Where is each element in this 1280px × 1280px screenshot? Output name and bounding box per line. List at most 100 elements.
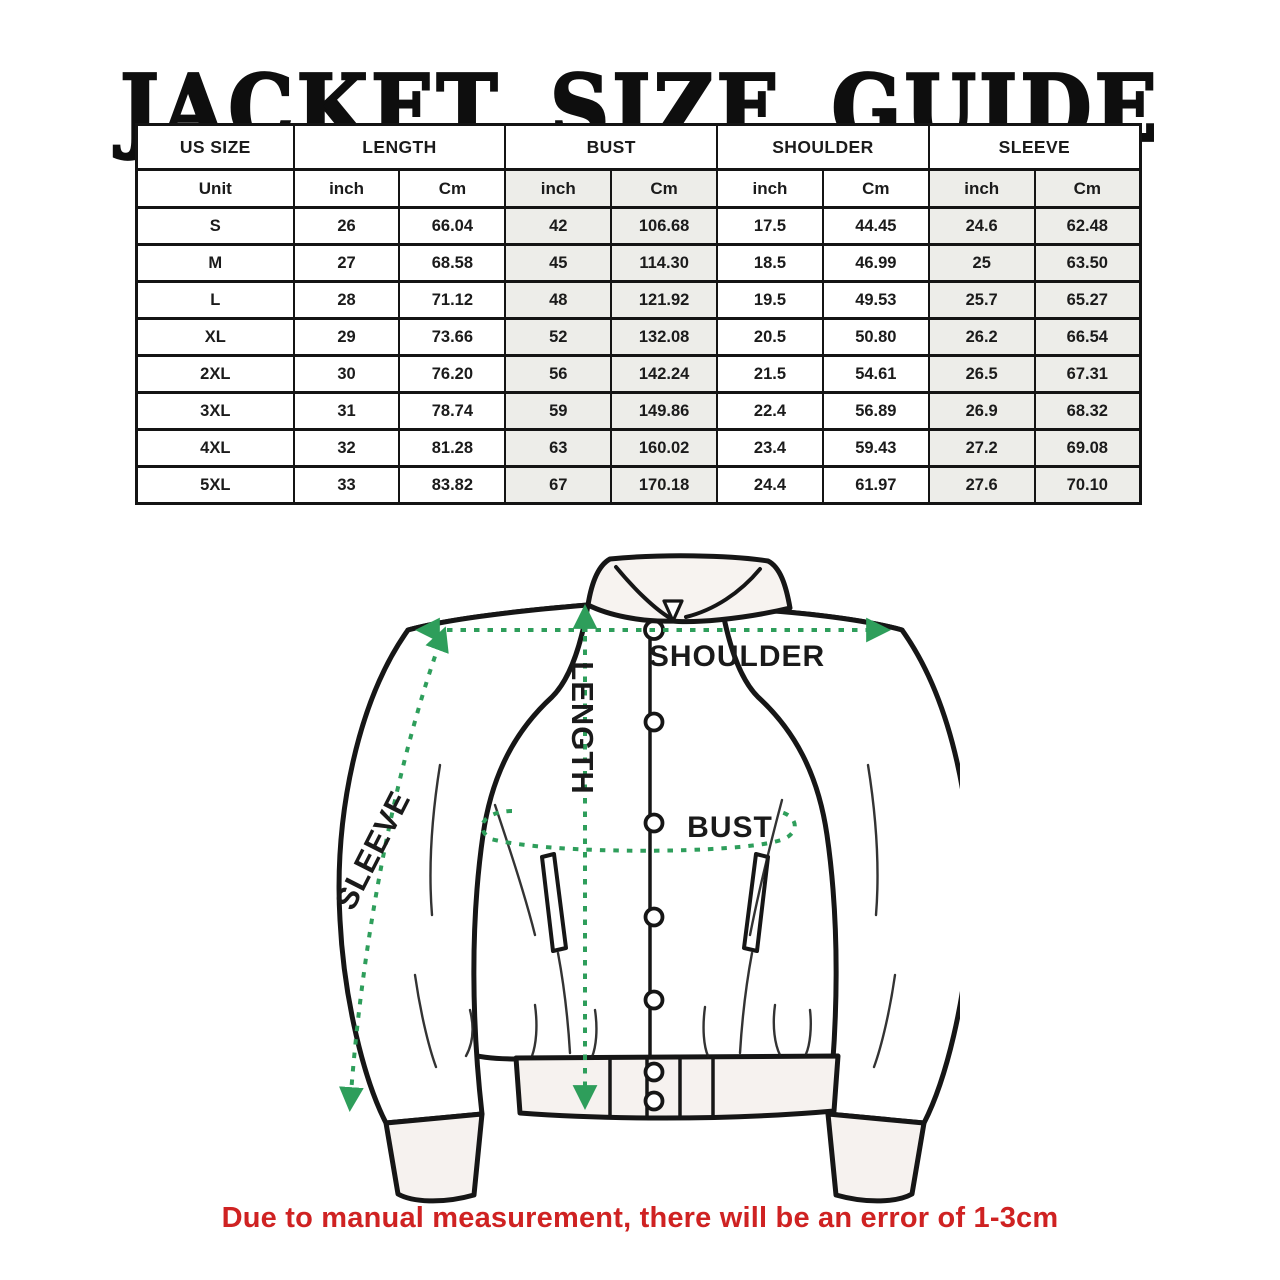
measurement-cell: 106.68 (610, 206, 719, 246)
measurement-cell: 66.54 (1033, 317, 1142, 357)
measurement-cell: 22.4 (716, 391, 824, 431)
unit-header: Cm (398, 168, 507, 209)
measurement-cell: 67 (504, 465, 613, 505)
left-cuff (383, 1111, 485, 1204)
measurement-cell: 71.12 (398, 280, 507, 320)
measurement-cell: 59.43 (821, 428, 930, 468)
measurement-cell: 121.92 (610, 280, 719, 320)
measurement-cell: 26.9 (927, 391, 1036, 431)
measurement-cell: 26.2 (927, 317, 1036, 357)
unit-header: Unit (135, 168, 295, 209)
measurement-cell: 68.32 (1033, 391, 1142, 431)
measurement-cell: 24.6 (927, 206, 1036, 246)
size-cell: M (135, 243, 295, 283)
left-pocket (540, 852, 568, 953)
measurement-cell: 26 (292, 206, 401, 246)
measurement-cell: 49.53 (821, 280, 930, 320)
unit-header: inch (927, 168, 1036, 209)
waistband (513, 1053, 841, 1121)
table-row: L 28 71.12 48 121.92 19.5 49.53 25.7 65.27 (135, 280, 1142, 320)
measurement-cell: 66.04 (398, 206, 507, 246)
measurement-cell: 52 (504, 317, 613, 357)
table-row: 2XL 30 76.20 56 142.24 21.5 54.61 26.5 67.31 (135, 354, 1142, 394)
unit-header: Cm (1033, 168, 1142, 209)
table-row: XL 29 73.66 52 132.08 20.5 50.80 26.2 66.54 (135, 317, 1142, 357)
size-chart-table: US SIZE LENGTH BUST SHOULDER SLEEVE Unit inch C… (135, 123, 1142, 505)
size-cell: 3XL (135, 391, 295, 431)
size-chart-body: S 26 66.04 42 106.68 17.5 44.45 24.6 62.48 M 27 68.… (135, 206, 1142, 505)
column-group-header: LENGTH (292, 123, 507, 171)
size-cell: 2XL (135, 354, 295, 394)
measurement-cell: 61.97 (821, 465, 930, 505)
measurement-cell: 132.08 (610, 317, 719, 357)
measurement-cell: 170.18 (610, 465, 719, 505)
column-group-header: SHOULDER (716, 123, 930, 171)
collar-notch (662, 599, 684, 623)
measurement-cell: 24.4 (716, 465, 824, 505)
unit-header: Cm (821, 168, 930, 209)
measurement-cell: 30 (292, 354, 401, 394)
measurement-cell: 27.2 (927, 428, 1036, 468)
measurement-cell: 29 (292, 317, 401, 357)
measurement-cell: 78.74 (398, 391, 507, 431)
size-cell: S (135, 206, 295, 246)
measurement-cell: 160.02 (610, 428, 719, 468)
collar-inner-lines (614, 565, 762, 620)
column-group-header: SLEEVE (927, 123, 1142, 171)
measurement-cell: 70.10 (1033, 465, 1142, 505)
collar (585, 553, 793, 625)
unit-row: Unit inch Cm inch Cm inch Cm inch Cm (135, 168, 1142, 209)
bust-label: BUST (687, 811, 773, 844)
jacket-diagram: SHOULDER LENGTH BUST SLEEVE (328, 553, 960, 1204)
table-row: 3XL 31 78.74 59 149.86 22.4 56.89 26.9 68.32 (135, 391, 1142, 431)
measurement-cell: 27.6 (927, 465, 1036, 505)
measurement-cell: 63.50 (1033, 243, 1142, 283)
size-chart: US SIZE LENGTH BUST SHOULDER SLEEVE Unit inch C… (135, 123, 1142, 505)
measurement-cell: 25.7 (927, 280, 1036, 320)
waistband-ribs (608, 1057, 715, 1118)
sleeve-arrow (339, 626, 449, 1112)
measurement-cell: 31 (292, 391, 401, 431)
measurement-cell: 83.82 (398, 465, 507, 505)
size-cell: 4XL (135, 428, 295, 468)
measurement-cell: 21.5 (716, 354, 824, 394)
right-cuff (825, 1111, 927, 1204)
measurement-cell: 23.4 (716, 428, 824, 468)
table-row: 4XL 32 81.28 63 160.02 23.4 59.43 27.2 69.08 (135, 428, 1142, 468)
measurement-cell: 18.5 (716, 243, 824, 283)
column-group-header: BUST (504, 123, 719, 171)
measurement-cell: 42 (504, 206, 613, 246)
measurement-cell: 73.66 (398, 317, 507, 357)
measurement-cell: 46.99 (821, 243, 930, 283)
column-group-row: US SIZE LENGTH BUST SHOULDER SLEEVE (135, 123, 1142, 171)
jacket-right-sleeve (719, 605, 960, 1126)
measurement-cell: 114.30 (610, 243, 719, 283)
column-group-header: US SIZE (135, 123, 295, 171)
unit-header: inch (504, 168, 613, 209)
table-row: 5XL 33 83.82 67 170.18 24.4 61.97 27.6 70.10 (135, 465, 1142, 505)
measurement-cell: 19.5 (716, 280, 824, 320)
measurement-cell: 17.5 (716, 206, 824, 246)
size-chart-head: US SIZE LENGTH BUST SHOULDER SLEEVE Unit inch C… (135, 123, 1142, 209)
measurement-cell: 76.20 (398, 354, 507, 394)
measurement-cell: 54.61 (821, 354, 930, 394)
measurement-cell: 50.80 (821, 317, 930, 357)
size-cell: 5XL (135, 465, 295, 505)
unit-header: inch (292, 168, 401, 209)
measurement-cell: 142.24 (610, 354, 719, 394)
measurement-cell: 20.5 (716, 317, 824, 357)
table-row: M 27 68.58 45 114.30 18.5 46.99 25 63.50 (135, 243, 1142, 283)
measurement-cell: 28 (292, 280, 401, 320)
measurement-cell: 32 (292, 428, 401, 468)
measurement-cell: 63 (504, 428, 613, 468)
measurement-cell: 56.89 (821, 391, 930, 431)
unit-header: inch (716, 168, 824, 209)
measurement-cell: 27 (292, 243, 401, 283)
measurement-cell: 33 (292, 465, 401, 505)
measurement-cell: 44.45 (821, 206, 930, 246)
size-cell: L (135, 280, 295, 320)
measurement-cell: 56 (504, 354, 613, 394)
size-cell: XL (135, 317, 295, 357)
unit-header: Cm (610, 168, 719, 209)
length-label: LENGTH (565, 661, 600, 794)
